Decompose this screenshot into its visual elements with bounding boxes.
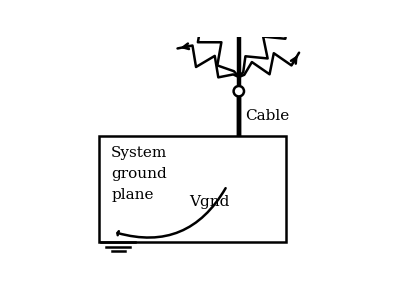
Text: Vgnd: Vgnd (189, 195, 229, 209)
Text: Cable: Cable (244, 109, 288, 123)
Circle shape (233, 86, 243, 96)
Text: System
ground
plane: System ground plane (111, 146, 167, 202)
